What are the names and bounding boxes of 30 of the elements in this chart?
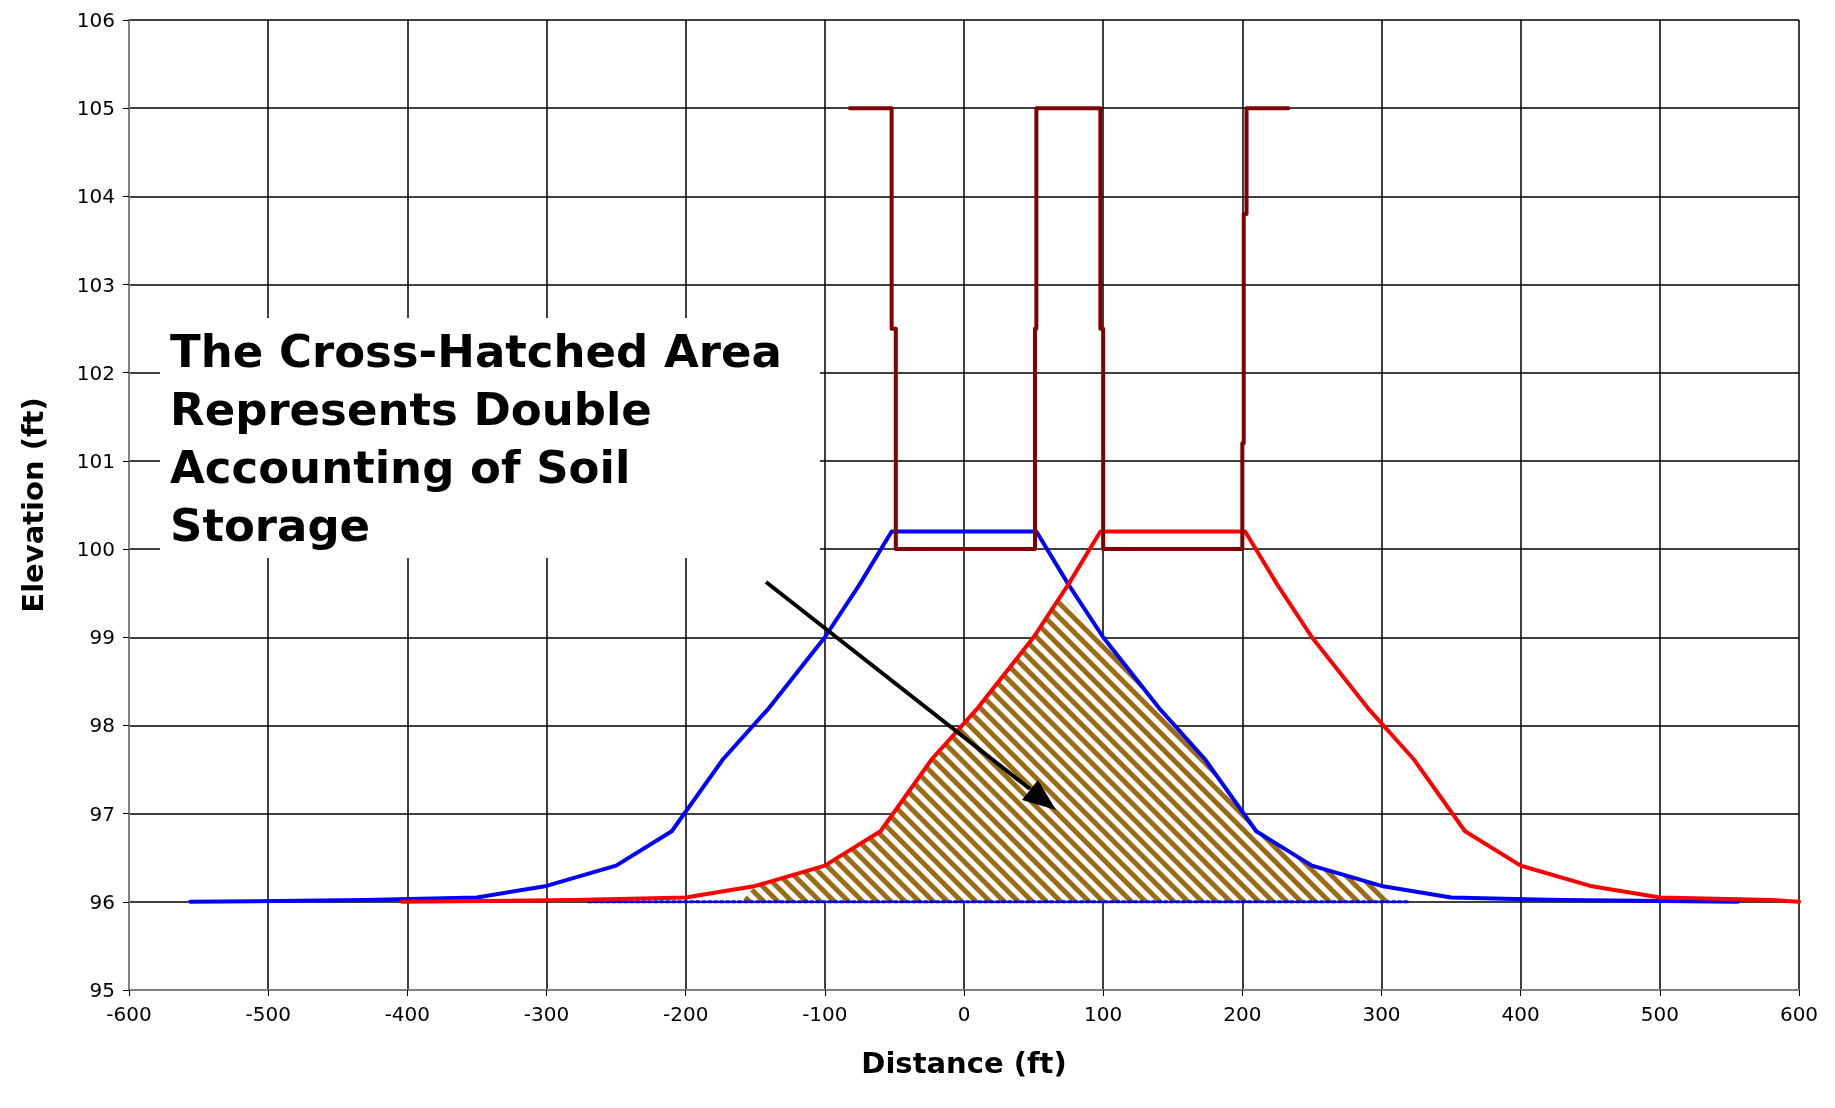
y-tick-label: 104 [76,184,115,209]
y-tick-label: 99 [89,625,115,650]
y-tick-label: 105 [76,96,115,121]
x-axis-title: Distance (ft) [861,1045,1067,1080]
y-tick-label: 106 [76,8,115,32]
x-tick-label: 100 [1084,1002,1123,1026]
line-series [399,529,1801,904]
x-tick-label: -100 [802,1002,848,1026]
y-tick-label: 102 [76,360,115,385]
annotation: The Cross-Hatched Area Represents Double Accounting of Soil Storage [170,324,798,552]
x-tick-label: 300 [1362,1002,1401,1026]
y-axis-title: Elevation (ft) [15,397,50,613]
x-tick-label: -300 [523,1002,570,1026]
x-tick-label: 200 [1223,1002,1262,1026]
x-tick-label: 0 [957,1002,971,1026]
y-tick-label: 103 [76,272,115,297]
y-tick-label: 95 [89,978,115,1002]
x-tick-label: 500 [1640,1002,1679,1026]
x-tick-label: 400 [1501,1002,1540,1026]
x-tick-label: -600 [106,1002,152,1026]
line-series [847,106,1291,552]
x-tick-label: -500 [245,1002,291,1026]
y-tick-label: 100 [76,537,115,562]
y-tick-label: 101 [76,448,115,473]
y-tick-label: 97 [89,801,115,826]
x-tick-label: 600 [1779,1002,1819,1026]
y-tick-label: 96 [89,889,115,914]
y-tick-label: 98 [89,713,115,738]
x-tick-label: -200 [662,1002,709,1026]
x-tick-label: -400 [384,1002,431,1026]
